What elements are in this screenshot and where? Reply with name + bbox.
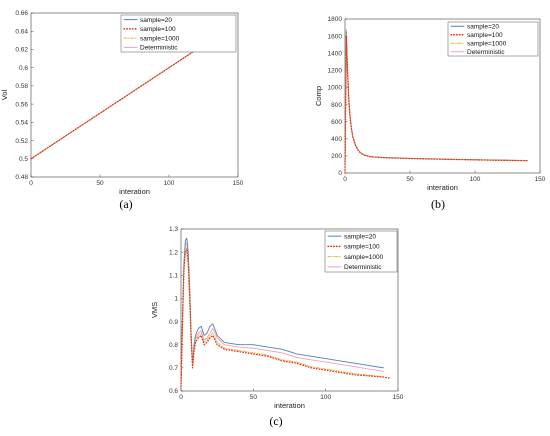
series-line-sample-100 xyxy=(344,35,528,174)
y-tick-label: 1800 xyxy=(328,16,343,23)
panel-label: (a) xyxy=(119,197,132,211)
x-tick-label: 50 xyxy=(96,180,104,187)
legend-entry: sample=20 xyxy=(140,17,172,24)
x-axis-label: interation xyxy=(274,401,305,410)
panel-label: (b) xyxy=(431,197,445,211)
legend: sample=20 sample=100 sample=1000 Determinis… xyxy=(120,14,237,53)
legend-box xyxy=(120,14,237,53)
x-tick-label: 150 xyxy=(393,394,404,401)
legend-entry: sample=20 xyxy=(344,233,376,240)
x-tick-label: 150 xyxy=(535,176,546,183)
panel-label: (c) xyxy=(269,414,282,428)
legend-entry: sample=1000 xyxy=(140,35,180,42)
legend-box xyxy=(324,230,398,273)
legend-entry: sample=1000 xyxy=(467,40,507,47)
y-axis-label: Vol xyxy=(0,89,9,100)
y-tick-label: 0.6 xyxy=(169,388,178,395)
legend-entry: Deterministic xyxy=(140,45,178,52)
legend-entry: sample=100 xyxy=(467,32,503,39)
chart-panel-1: 0 50 100 150 0.48 0.5 0.52 0.54 0.56 0.58 0.6 0.62 0… xyxy=(0,10,244,196)
y-axis-label: VMS xyxy=(150,302,159,318)
x-tick-label: 0 xyxy=(29,180,33,187)
y-tick-label: 600 xyxy=(331,119,342,126)
x-tick-label: 50 xyxy=(250,394,258,401)
y-tick-label: 200 xyxy=(331,153,342,160)
x-tick-label: 100 xyxy=(164,180,175,187)
y-tick-label: 0.58 xyxy=(15,83,28,90)
y-tick-label: 0.56 xyxy=(15,101,28,108)
y-tick-label: 0.48 xyxy=(15,174,28,181)
y-tick-label: 800 xyxy=(331,102,342,109)
chart-panel-2: 0 50 100 150 0 200 400 600 800 1000 1200 1400 1600 18… xyxy=(314,16,546,192)
y-tick-label: 0.5 xyxy=(19,156,28,163)
y-tick-label: 0.62 xyxy=(15,47,28,54)
y-tick-label: 1400 xyxy=(328,50,343,57)
x-tick-label: 0 xyxy=(179,394,183,401)
y-tick-label: 1200 xyxy=(328,68,343,75)
x-axis-label: interation xyxy=(427,183,458,192)
y-tick-label: 400 xyxy=(331,136,342,143)
y-tick-label: 0.6 xyxy=(19,65,28,72)
series-line-sample-100 xyxy=(180,249,392,388)
x-tick-label: 50 xyxy=(406,176,414,183)
x-tick-label: 100 xyxy=(470,176,481,183)
y-tick-label: 1600 xyxy=(328,33,343,40)
series-line-sample-20 xyxy=(180,237,384,387)
chart-panel-3: 0 50 100 150 0.6 0.7 0.8 0.9 1 1.1 1.2 1.3 interatio… xyxy=(150,226,404,410)
y-tick-label: 1 xyxy=(174,296,178,303)
y-tick-label: 0.7 xyxy=(169,365,178,372)
x-tick-label: 100 xyxy=(320,394,331,401)
y-tick-label: 1000 xyxy=(328,85,343,92)
y-tick-label: 0.52 xyxy=(15,138,28,145)
y-tick-label: 0.64 xyxy=(15,28,28,35)
y-axis-label: Comp xyxy=(314,86,323,106)
y-tick-label: 1.2 xyxy=(169,249,178,256)
x-tick-label: 0 xyxy=(343,176,347,183)
legend-entry: Deterministic xyxy=(344,264,382,271)
legend-entry: sample=100 xyxy=(140,26,176,33)
legend-entry: Deterministic xyxy=(467,49,505,56)
y-tick-label: 0 xyxy=(338,170,342,177)
y-tick-label: 1.1 xyxy=(169,272,178,279)
x-tick-label: 150 xyxy=(233,180,244,187)
y-tick-label: 0.54 xyxy=(15,120,28,127)
y-tick-label: 0.8 xyxy=(169,342,178,349)
legend-entry: sample=20 xyxy=(467,23,499,30)
y-tick-label: 0.9 xyxy=(169,319,178,326)
series-line-sample-100 xyxy=(30,30,225,160)
legend-box xyxy=(447,21,539,57)
y-tick-label: 0.66 xyxy=(15,10,28,17)
legend-entry: sample=1000 xyxy=(344,254,384,261)
x-axis-label: interation xyxy=(119,187,150,196)
legend: sample=20 sample=100 sample=1000 Determinis… xyxy=(324,230,398,273)
legend-entry: sample=100 xyxy=(344,244,380,251)
y-tick-label: 1.3 xyxy=(169,226,178,233)
